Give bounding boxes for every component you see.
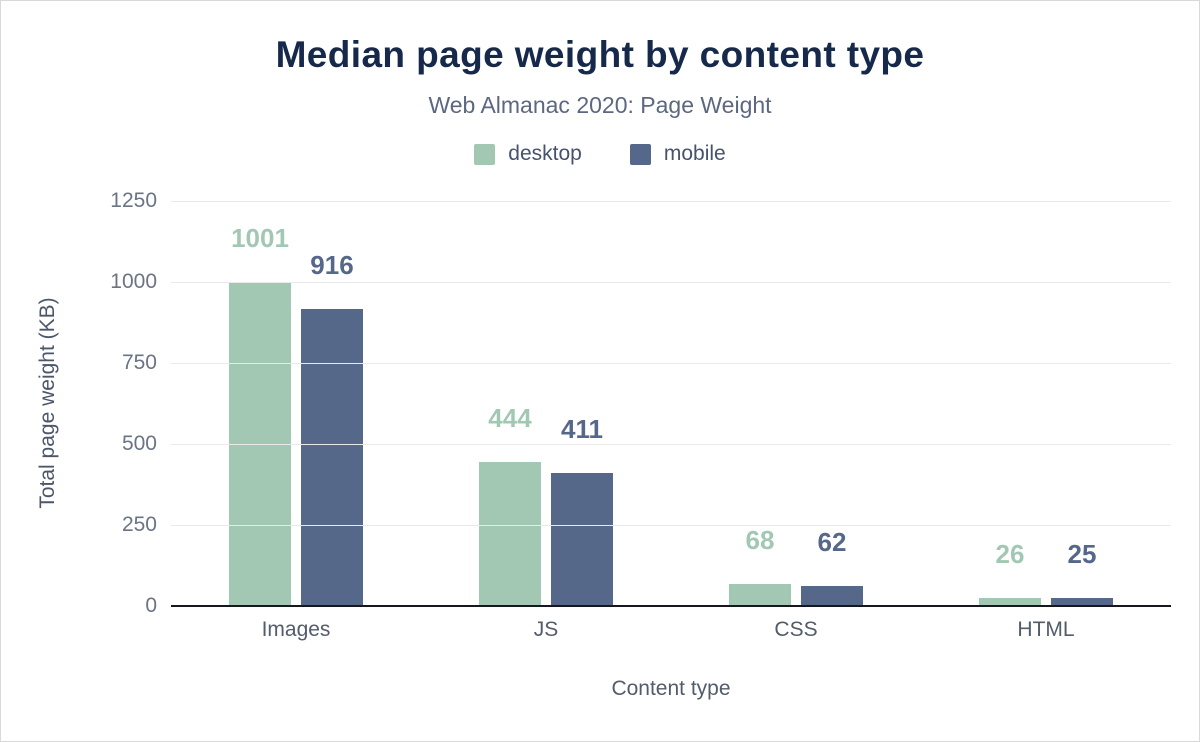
y-axis-title: Total page weight (KB) [36,297,59,509]
legend-label: desktop [508,142,582,165]
y-tick-label: 250 [121,513,157,536]
bar-group-css: 68 62 [671,201,921,606]
desktop-bar-value-label: 1001 [231,223,289,253]
bar-group-js: 444 411 [421,201,671,606]
bar-group-images: 1001 916 [171,201,421,606]
x-category-label: CSS [774,618,818,641]
mobile-bar-value-label: 411 [561,414,603,444]
y-tick-label: 1000 [110,270,157,293]
plot-area: 1001 916 444 411 68 62 26 25 [171,201,1171,607]
desktop-bar-slot: 68 [729,201,791,606]
desktop-bar-slot: 444 [479,201,541,606]
legend-item-mobile: mobile [629,142,726,166]
y-tick-label: 1250 [110,189,157,212]
mobile-bar [1051,598,1113,606]
chart-subtitle: Web Almanac 2020: Page Weight [428,92,772,118]
desktop-bar-slot: 26 [979,201,1041,606]
y-tick-label: 0 [145,594,157,617]
gridline [171,282,1171,283]
legend: desktop mobile [1,142,1199,166]
gridline [171,363,1171,364]
bar-groups: 1001 916 444 411 68 62 26 25 [171,201,1171,606]
desktop-bar [729,584,791,606]
desktop-bar [979,598,1041,606]
y-tick-label: 500 [121,432,157,455]
mobile-bar-slot: 25 [1051,201,1113,606]
x-axis-title: Content type [611,677,731,700]
gridline [171,444,1171,445]
desktop-bar-value-label: 68 [745,525,775,555]
legend-label: mobile [663,142,726,165]
x-axis-line [171,605,1171,607]
desktop-legend-swatch [474,143,496,165]
x-category-label: JS [533,618,559,641]
mobile-bar [551,473,613,606]
mobile-bar-slot: 916 [301,201,363,606]
bar-group-html: 26 25 [921,201,1171,606]
x-axis-labels: Images JS CSS HTML [171,618,1171,642]
chart-title: Median page weight by content type [275,34,925,75]
gridline [171,201,1171,202]
mobile-bar-value-label: 916 [310,250,354,280]
desktop-bar-slot: 1001 [229,201,291,606]
mobile-legend-swatch [629,143,651,165]
mobile-bar-value-label: 62 [817,527,847,557]
x-category-label: HTML [1017,618,1075,641]
desktop-bar-value-label: 26 [995,539,1025,569]
x-category-label: Images [261,618,331,641]
desktop-bar-value-label: 444 [488,403,532,433]
mobile-bar-slot: 62 [801,201,863,606]
y-axis-ticks: 0 250 500 750 1000 1250 [81,189,157,617]
mobile-bar-slot: 411 [551,201,613,606]
desktop-bar [479,462,541,606]
mobile-bar-value-label: 25 [1067,539,1097,569]
y-tick-label: 750 [121,351,157,374]
gridline [171,525,1171,526]
legend-item-desktop: desktop [474,142,582,166]
mobile-bar [301,309,363,606]
mobile-bar [801,586,863,606]
